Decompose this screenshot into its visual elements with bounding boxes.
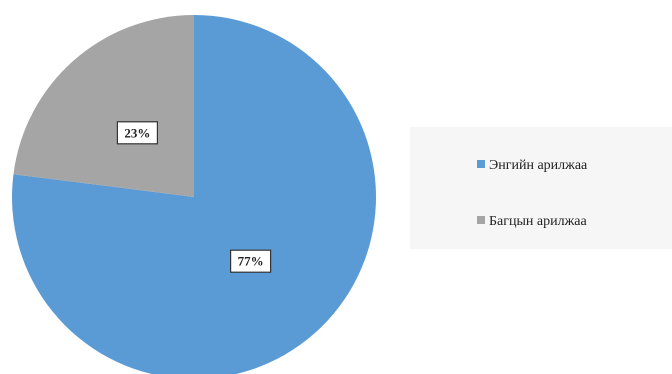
data-label-0: 77% bbox=[231, 250, 271, 272]
data-label-1: 23% bbox=[117, 122, 157, 144]
pie-slice-1 bbox=[13, 15, 194, 197]
pie-slices bbox=[12, 15, 376, 374]
legend: Энгийн арилжаа Багцын арилжаа bbox=[410, 127, 672, 249]
legend-entry-0: Энгийн арилжаа bbox=[477, 158, 588, 173]
legend-label-1: Багцын арилжаа bbox=[489, 214, 587, 229]
data-label-text-1: 23% bbox=[124, 125, 150, 140]
data-label-text-0: 77% bbox=[238, 254, 264, 269]
legend-swatch-0 bbox=[477, 160, 485, 168]
legend-label-0: Энгийн арилжаа bbox=[489, 158, 588, 173]
legend-entry-1: Багцын арилжаа bbox=[477, 214, 587, 229]
legend-background bbox=[410, 127, 672, 249]
legend-swatch-1 bbox=[477, 216, 485, 224]
